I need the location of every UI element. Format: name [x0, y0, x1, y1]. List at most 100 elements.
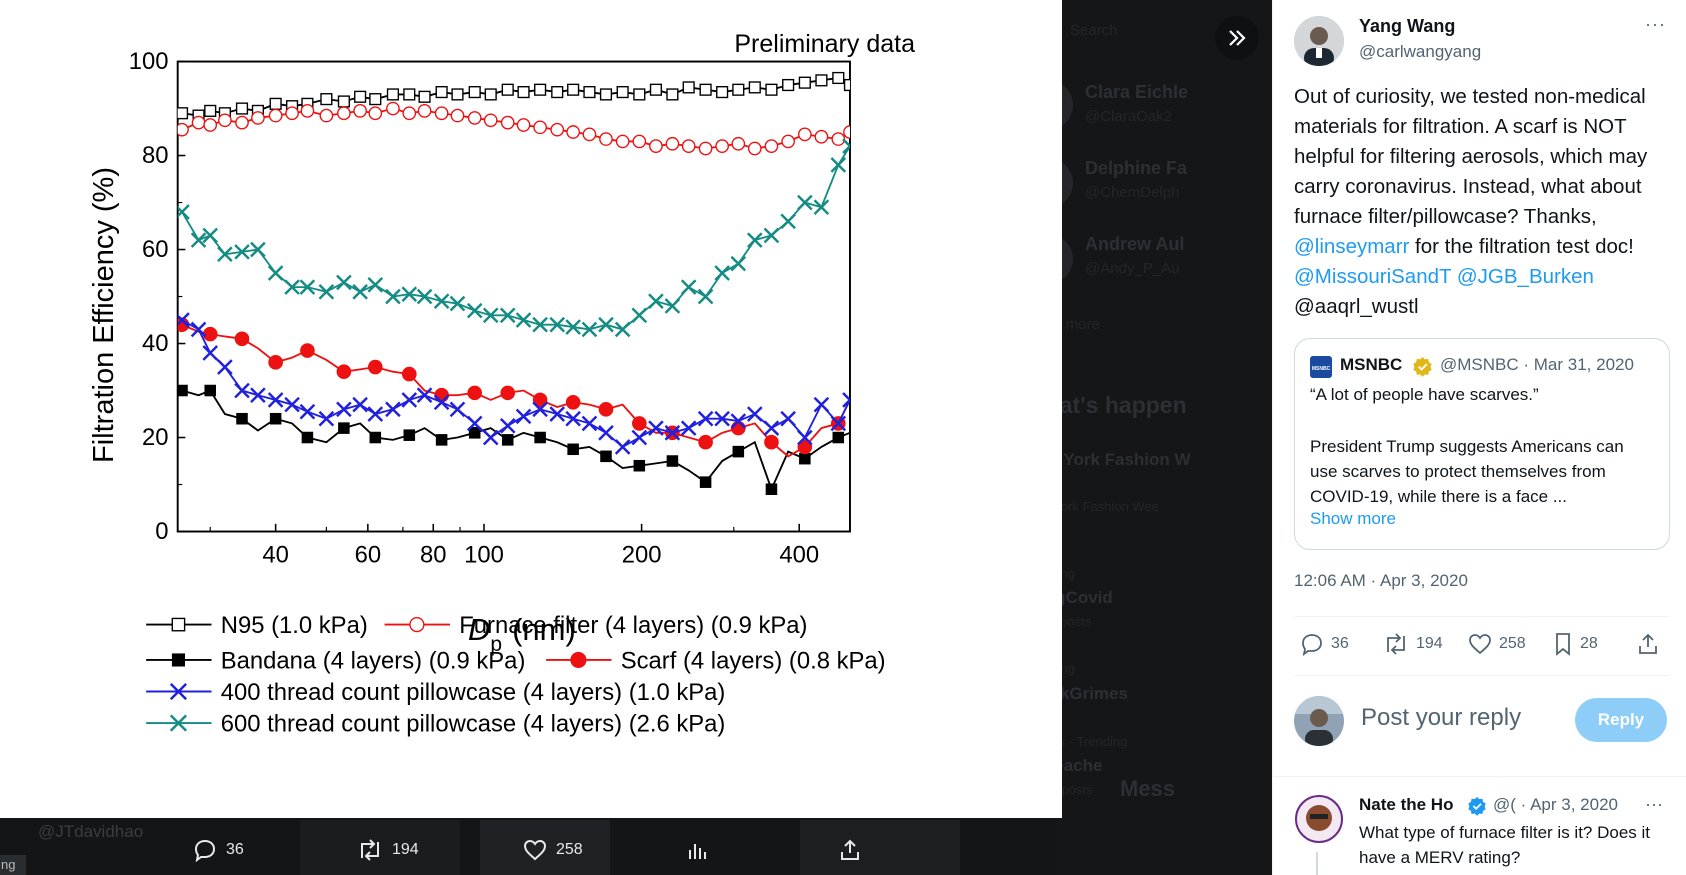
data-point: [632, 134, 647, 149]
repost-count: 194: [1416, 635, 1443, 652]
data-point: [234, 331, 250, 347]
share-button[interactable]: [1636, 632, 1660, 656]
reply-author-avatar[interactable]: [1294, 794, 1344, 844]
data-point: [416, 387, 433, 404]
data-point: [319, 108, 334, 123]
data-point: [765, 483, 778, 495]
data-point: [202, 345, 219, 361]
y-tick-label: 100: [129, 48, 169, 75]
data-point: [799, 452, 811, 465]
data-point: [337, 106, 351, 121]
bg-follow-name-3: Andrew Aul: [1085, 234, 1185, 254]
media-share-button[interactable]: [838, 838, 862, 862]
data-point: [599, 88, 613, 101]
data-point: [797, 439, 813, 455]
data-point: [202, 326, 218, 342]
media-like-count: 258: [556, 841, 583, 858]
legend-marker: [169, 682, 188, 701]
data-point: [367, 406, 384, 422]
legend-label: 400 thread count pillowcase (4 layers) (…: [221, 679, 726, 706]
mention-link[interactable]: @JGB_Burken: [1456, 265, 1594, 288]
data-point: [484, 88, 497, 101]
media-repost-count: 194: [392, 841, 419, 858]
data-point: [267, 265, 284, 281]
quote-show-more-link[interactable]: Show more: [1310, 509, 1396, 528]
quoted-tweet[interactable]: [1294, 338, 1670, 550]
y-tick-label: 60: [142, 236, 169, 263]
data-point: [780, 410, 796, 427]
reply-author-name[interactable]: Nate the Ho: [1359, 795, 1454, 814]
background-sidebar: [1060, 0, 1272, 875]
data-point: [386, 101, 400, 116]
media-repost-button[interactable]: 194: [356, 838, 419, 862]
data-point: [449, 401, 466, 418]
data-point: [285, 106, 299, 121]
mention-link[interactable]: @MissouriSandT: [1294, 265, 1452, 288]
data-point: [338, 422, 350, 434]
data-point: [234, 382, 250, 399]
data-point: [631, 429, 648, 446]
data-point: [843, 78, 850, 92]
reply-input[interactable]: Post your reply: [1361, 704, 1522, 731]
author-handle[interactable]: @carlwangyang: [1359, 42, 1482, 61]
data-point: [632, 416, 647, 431]
x-tick-label: 80: [420, 541, 447, 568]
author-name[interactable]: Yang Wang: [1359, 16, 1456, 36]
data-point: [401, 286, 418, 302]
data-point: [549, 316, 566, 333]
data-point: [336, 401, 352, 418]
mention-link[interactable]: @linseymarr: [1294, 235, 1410, 258]
data-point: [830, 415, 847, 432]
current-user-avatar[interactable]: [1294, 696, 1344, 746]
data-point: [763, 227, 780, 244]
data-point: [697, 410, 714, 427]
data-point: [218, 113, 232, 128]
media-image[interactable]: 0 20 40 60 80 100 40 60 80 100 200 400 N95 (1.0 kPa)…: [0, 0, 1062, 818]
y-tick-label: 40: [142, 330, 169, 357]
data-point: [583, 86, 596, 99]
data-point: [467, 111, 482, 125]
like-button[interactable]: 258: [1467, 632, 1526, 656]
data-point: [434, 106, 449, 121]
data-point: [435, 434, 448, 446]
data-point: [797, 127, 812, 142]
data-point: [664, 425, 681, 441]
data-point: [746, 232, 763, 248]
x-tick-label: 100: [464, 541, 504, 568]
data-point: [648, 293, 664, 310]
media-reply-button[interactable]: 36: [192, 838, 244, 862]
bookmark-button[interactable]: 28: [1552, 632, 1598, 656]
reply-button[interactable]: 36: [1299, 632, 1349, 656]
data-point: [698, 434, 713, 450]
data-point: [598, 402, 614, 417]
repost-button[interactable]: 194: [1382, 632, 1443, 656]
bg-tag: ng: [0, 855, 26, 875]
media-like-button[interactable]: 258: [522, 838, 583, 862]
tweet-text-segment: @aaqrl_wustl: [1294, 295, 1419, 318]
data-point: [532, 316, 548, 333]
reply-submit-button[interactable]: Reply: [1575, 698, 1667, 742]
x-tick-label: 40: [262, 541, 289, 568]
tweet-timestamp[interactable]: 12:06 AM · Apr 3, 2020: [1294, 571, 1468, 590]
quote-author-name: MSNBC: [1340, 355, 1403, 374]
data-point: [251, 111, 265, 125]
data-point: [336, 364, 352, 380]
x-tick-label: 200: [622, 541, 662, 568]
more-options-icon[interactable]: ···: [1645, 14, 1666, 34]
data-point: [300, 343, 315, 358]
x-axis-label-sub: p: [490, 633, 502, 656]
reply-more-options-icon[interactable]: ···: [1645, 794, 1663, 814]
reply-text: What type of furnace filter is it? Does …: [1359, 823, 1651, 867]
expand-button[interactable]: [1215, 16, 1259, 60]
tweet-actions-bar: [1294, 616, 1669, 676]
data-point: [532, 392, 548, 408]
y-tick-label: 0: [155, 518, 168, 545]
author-avatar[interactable]: [1294, 16, 1344, 66]
thread-line: [1316, 852, 1318, 875]
data-point: [598, 425, 614, 441]
data-point: [765, 83, 778, 96]
data-point: [764, 139, 779, 153]
data-point: [515, 312, 532, 328]
share-icon: [841, 839, 859, 860]
media-analytics-button[interactable]: [685, 838, 709, 862]
